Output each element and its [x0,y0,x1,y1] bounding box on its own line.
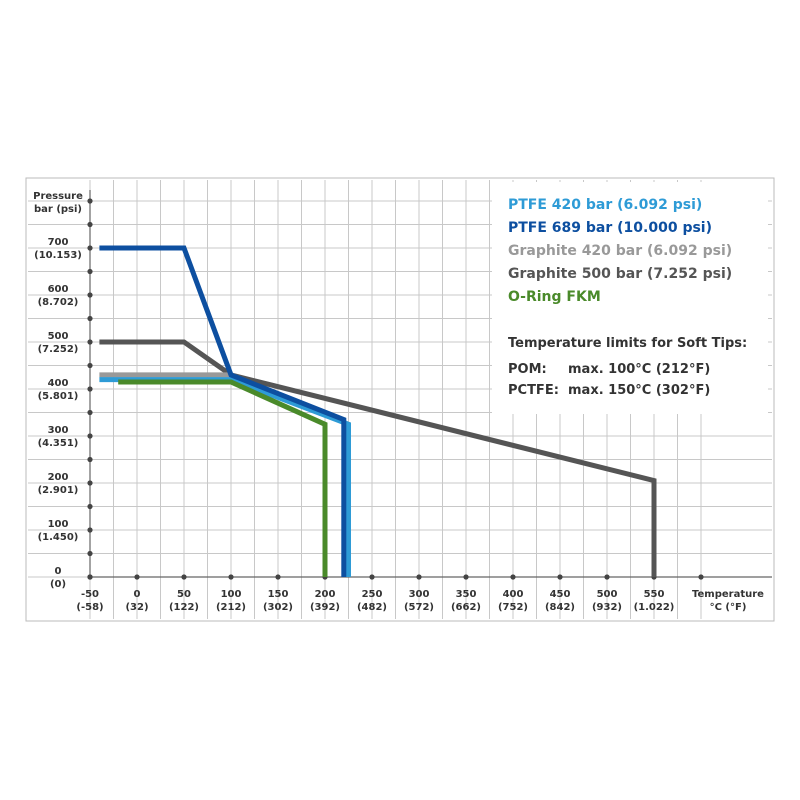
x-tick-label-fahrenheit: (-58) [76,602,103,613]
tick-labels: -50 (-58) 0 (32) 50 (122) 100 (212) 150 (302) 200 (… [34,237,674,613]
y-axis-tick-dot [87,221,93,228]
x-tick-label-celsius: 100 [221,589,242,600]
soft-tips-heading: Temperature limits for Soft Tips: [508,336,747,351]
x-axis-tick-dot [463,574,469,580]
x-axis-tick-dot [604,574,610,580]
x-tick-label-fahrenheit: (1.022) [634,602,675,613]
y-axis-tick-dot [87,292,93,298]
y-tick-label-psi: (4.351) [38,438,79,449]
x-tick-label-fahrenheit: (482) [357,602,387,613]
y-axis-tick-dot [87,362,93,369]
x-tick-label-fahrenheit: (752) [498,602,528,613]
x-axis-tick-dot [557,574,563,580]
series-lines [99,245,657,577]
x-tick-label-celsius: 350 [456,589,477,600]
y-axis-tick-dot [87,574,93,580]
y-axis-tick-dot [87,527,93,533]
series-line-3 [99,245,347,577]
x-axis-tick-dot [369,574,375,580]
series-line-4 [118,379,328,577]
y-tick-label-bar: 200 [48,472,69,483]
x-tick-label-fahrenheit: (122) [169,602,199,613]
legend: PTFE 420 bar (6.092 psi) PTFE 689 bar (10… [492,182,768,414]
y-tick-label-psi: (0) [50,579,66,590]
y-tick-label-psi: (2.901) [38,485,79,496]
y-axis-tick-dot [87,433,93,439]
x-tick-label-celsius: 0 [134,589,141,600]
x-axis-title-line-1: Temperature [692,589,764,600]
y-tick-label-psi: (10.153) [34,250,82,261]
x-tick-label-celsius: 550 [644,589,665,600]
y-tick-label-psi: (8.702) [38,297,79,308]
y-axis-tick-dot [87,268,93,275]
x-tick-label-fahrenheit: (932) [592,602,622,613]
x-tick-label-fahrenheit: (32) [125,602,148,613]
y-axis-tick-dot [87,409,93,416]
x-tick-label-fahrenheit: (212) [216,602,246,613]
y-axis-tick-dot [87,339,93,345]
y-axis-tick-dot [87,386,93,392]
x-tick-label-celsius: 450 [550,589,571,600]
x-axis-tick-dot [134,574,140,580]
y-tick-label-bar: 700 [48,237,69,248]
x-axis-tick-dot [181,574,187,580]
y-axis-tick-dot [87,550,93,557]
legend-entry-3: PTFE 689 bar (10.000 psi) [508,220,712,236]
pom-value: max. 100°C (212°F) [568,362,710,377]
y-tick-label-bar: 100 [48,519,69,530]
x-tick-label-celsius: 50 [177,589,191,600]
x-axis-tick-dot [510,574,516,580]
y-axis-title-line-2: bar (psi) [34,204,82,215]
y-axis-title-line-1: Pressure [33,191,83,202]
y-axis-tick-dot [87,245,93,251]
pctfe-label: PCTFE: [508,383,559,398]
x-tick-label-celsius: 200 [315,589,336,600]
y-tick-label-psi: (7.252) [38,344,79,355]
y-tick-label-bar: 500 [48,331,69,342]
y-tick-label-psi: (5.801) [38,391,79,402]
pctfe-value: max. 150°C (302°F) [568,383,710,398]
y-axis-tick-dot [87,480,93,486]
legend-entry-4: O-Ring FKM [508,289,601,305]
x-axis-tick-dot [228,574,234,580]
x-tick-label-fahrenheit: (302) [263,602,293,613]
y-axis-tick-dot [87,456,93,463]
y-tick-label-bar: 400 [48,378,69,389]
x-tick-label-celsius: 150 [268,589,289,600]
y-axis-tick-dot [87,198,93,204]
y-tick-label-bar: 300 [48,425,69,436]
x-tick-label-celsius: 400 [503,589,524,600]
x-tick-label-fahrenheit: (392) [310,602,340,613]
x-axis-tick-dot [275,574,281,580]
x-tick-label-celsius: 250 [362,589,383,600]
y-axis-tick-dot [87,503,93,510]
x-tick-label-celsius: 500 [597,589,618,600]
x-axis-title-line-2: °C (°F) [710,602,747,613]
x-tick-label-celsius: -50 [81,589,99,600]
legend-entry-0: Graphite 500 bar (7.252 psi) [508,266,732,282]
y-axis-tick-dot [87,315,93,322]
legend-entry-2: PTFE 420 bar (6.092 psi) [508,197,702,213]
y-tick-label-bar: 600 [48,284,69,295]
x-tick-label-fahrenheit: (662) [451,602,481,613]
axes [87,190,772,580]
x-tick-label-fahrenheit: (842) [545,602,575,613]
x-axis-tick-dot [698,574,704,580]
y-tick-label-psi: (1.450) [38,532,79,543]
legend-entry-1: Graphite 420 bar (6.092 psi) [508,243,732,259]
pom-label: POM: [508,362,547,377]
x-tick-label-fahrenheit: (572) [404,602,434,613]
x-tick-label-celsius: 300 [409,589,430,600]
x-axis-tick-dot [416,574,422,580]
y-tick-label-bar: 0 [55,566,62,577]
legend-background [492,182,768,414]
